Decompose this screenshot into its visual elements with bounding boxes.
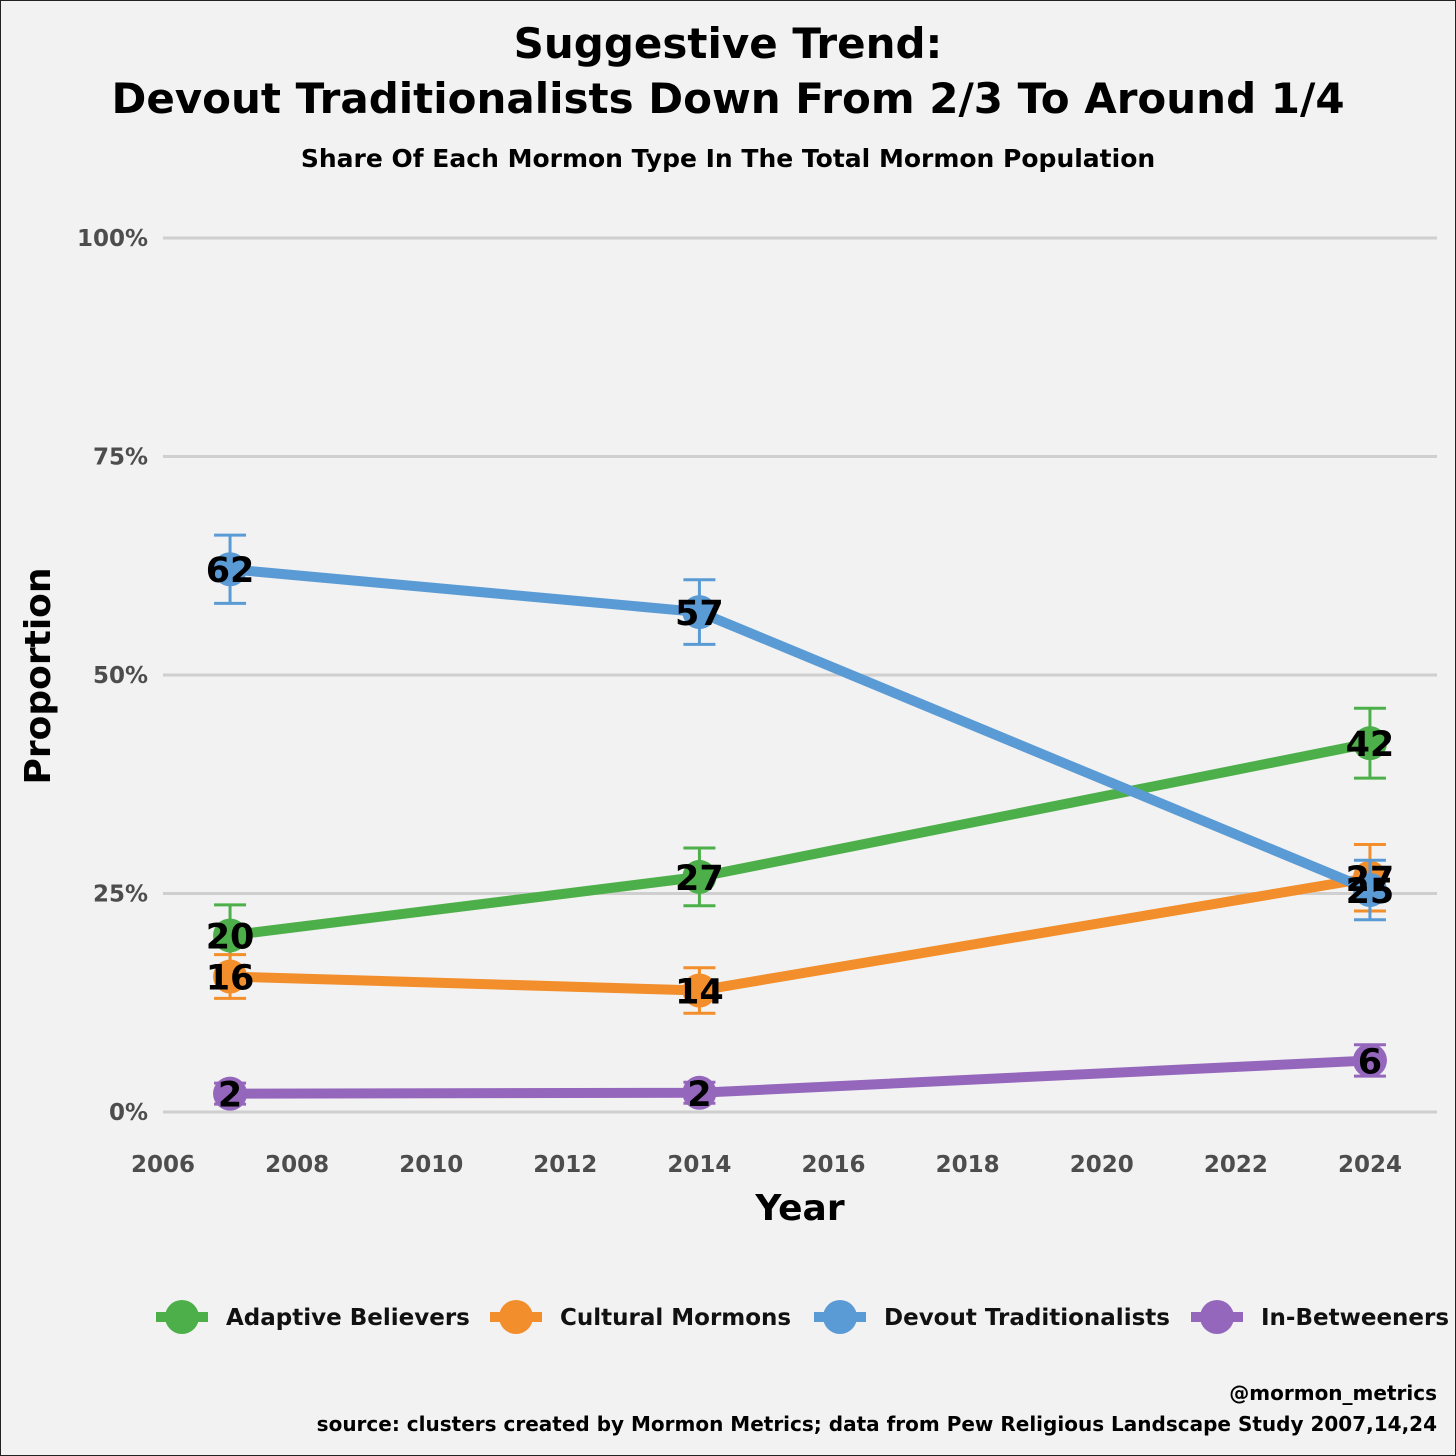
data-point (1352, 1043, 1387, 1078)
series-in-betweeners (213, 1043, 1387, 1111)
chart-subtitle: Share Of Each Mormon Type In The Total M… (301, 144, 1155, 173)
y-axis-ticks: 0% 25% 50% 75% 100% (77, 226, 148, 1126)
x-tick-label: 2006 (131, 1152, 195, 1178)
legend-label: Cultural Mormons (560, 1305, 791, 1331)
data-point (213, 918, 248, 953)
y-tick-label: 50% (93, 663, 148, 689)
chart-title-line-1: Suggestive Trend: (514, 19, 943, 68)
x-tick-label: 2018 (936, 1152, 1000, 1178)
legend-item: Devout Traditionalists (814, 1300, 1170, 1334)
legend-swatch-dot (823, 1300, 857, 1334)
data-label: 2 (687, 1075, 711, 1115)
y-tick-label: 0% (109, 1100, 148, 1126)
legend-swatch-dot (165, 1300, 199, 1334)
data-point (682, 859, 717, 894)
data-point (213, 552, 248, 587)
series (213, 533, 1387, 1111)
x-tick-label: 2024 (1338, 1152, 1402, 1178)
data-label: 25 (1346, 872, 1395, 912)
data-label: 62 (206, 551, 255, 591)
legend-label: Adaptive Believers (226, 1305, 470, 1331)
x-tick-label: 2010 (399, 1152, 463, 1178)
data-point (1352, 873, 1387, 908)
x-axis-ticks: 2006 2008 2010 2012 2014 2016 2018 2020 2022 2024 (131, 1152, 1402, 1178)
data-label: 57 (675, 594, 724, 634)
legend-label: In-Betweeners (1261, 1305, 1449, 1331)
legend-item: In-Betweeners (1191, 1300, 1449, 1334)
grid (163, 236, 1437, 1114)
data-label: 2 (218, 1076, 242, 1116)
data-point (682, 1075, 717, 1110)
x-tick-label: 2016 (802, 1152, 866, 1178)
y-tick-label: 100% (77, 226, 148, 252)
x-tick-label: 2012 (533, 1152, 597, 1178)
data-point (682, 973, 717, 1008)
data-label: 14 (675, 973, 724, 1013)
data-labels: 20 27 42 16 14 27 62 57 25 2 2 6 (206, 551, 1395, 1115)
data-point (1352, 726, 1387, 761)
x-tick-label: 2022 (1204, 1152, 1268, 1178)
legend-swatch-dot (499, 1300, 533, 1334)
y-axis-title: Proportion (18, 567, 59, 784)
data-point (213, 1076, 248, 1111)
y-tick-label: 25% (93, 882, 148, 908)
legend-item: Cultural Mormons (490, 1300, 791, 1334)
series-cultural-mormons (213, 843, 1387, 1015)
legend-item: Adaptive Believers (156, 1300, 470, 1334)
data-point (213, 959, 248, 994)
data-point (682, 595, 717, 630)
data-label: 16 (206, 959, 255, 999)
x-tick-label: 2008 (265, 1152, 329, 1178)
x-tick-label: 2014 (667, 1152, 731, 1178)
x-axis-title: Year (754, 1188, 844, 1229)
y-tick-label: 75% (93, 445, 148, 471)
series-devout-traditionalists (213, 533, 1387, 922)
data-label: 27 (1346, 860, 1395, 900)
legend: Adaptive Believers Cultural Mormons Devout… (156, 1300, 1449, 1334)
chart-title-line-2: Devout Traditionalists Down From 2/3 To … (111, 74, 1344, 123)
caption-handle: @mormon_metrics (1229, 1381, 1437, 1405)
legend-swatch-dot (1200, 1300, 1234, 1334)
series-adaptive-believers (213, 706, 1387, 968)
data-label: 20 (206, 917, 255, 957)
data-label: 42 (1346, 725, 1395, 765)
series-line-devout-traditionalists (225, 564, 1375, 896)
series-line-in-betweeners (225, 1055, 1375, 1099)
legend-label: Devout Traditionalists (884, 1305, 1170, 1331)
x-tick-label: 2020 (1070, 1152, 1134, 1178)
data-label: 27 (675, 859, 724, 899)
caption-source: source: clusters created by Mormon Metri… (317, 1412, 1437, 1436)
data-label: 6 (1358, 1042, 1382, 1082)
